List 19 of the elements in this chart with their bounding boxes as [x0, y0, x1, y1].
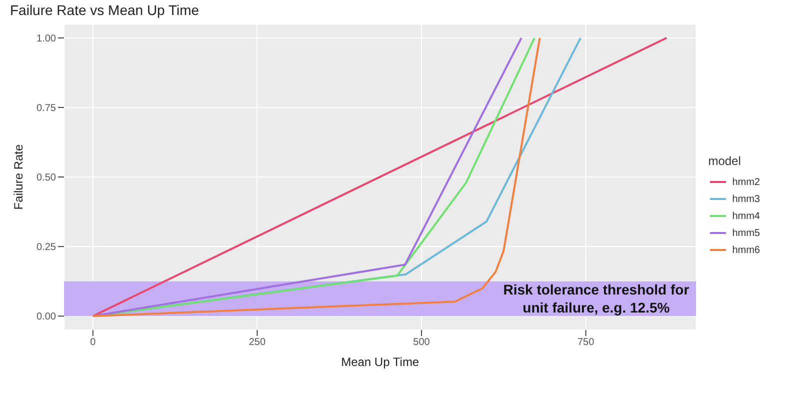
x-tick-label: 0: [90, 337, 96, 348]
y-tick-label: 0.75: [36, 103, 56, 114]
x-tick-label: 500: [413, 337, 430, 348]
legend-label: hmm6: [732, 244, 760, 256]
y-tick-label: 0.00: [36, 312, 56, 323]
legend-label: hmm5: [732, 228, 760, 238]
x-tick-label: 250: [248, 337, 266, 348]
legend-label: hmm4: [732, 210, 760, 222]
legend-label: hmm2: [732, 176, 760, 188]
x-tick-label: 750: [577, 337, 595, 348]
y-tick-label: 1.00: [36, 33, 56, 44]
y-tick-label: 0.25: [36, 242, 56, 254]
legend-label: hmm3: [732, 194, 760, 204]
y-tick-label: 0.50: [36, 172, 56, 184]
x-axis-title: Mean Up Time: [341, 355, 420, 369]
y-axis-title: Failure Rate: [11, 144, 26, 210]
band-label: Risk tolerance threshold for unit failure, e.g. 12.5%: [503, 282, 690, 316]
chart-title: Failure Rate vs Mean Up Time: [10, 2, 200, 20]
legend-title: model: [708, 154, 742, 168]
